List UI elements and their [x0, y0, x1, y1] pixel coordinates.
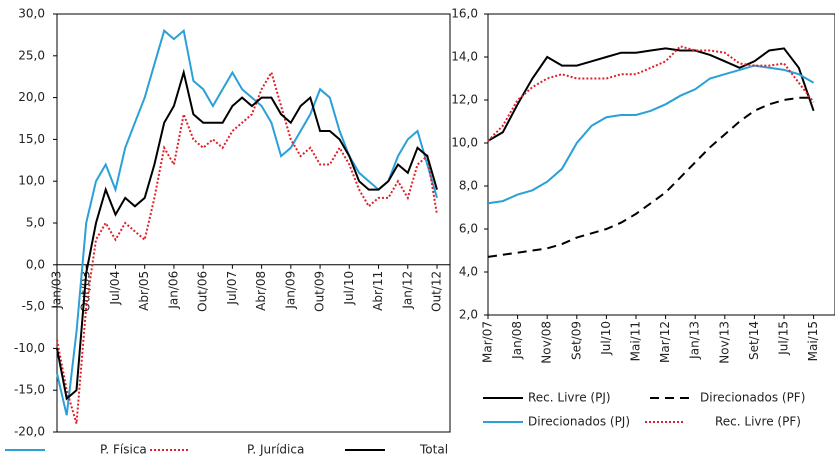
y-tick-label: 0,0 — [26, 257, 45, 271]
x-tick-label: Out/06 — [196, 271, 210, 312]
y-tick-label: -10,0 — [14, 341, 45, 355]
x-tick-label: Mai/11 — [629, 321, 643, 361]
plot-frame — [487, 13, 835, 316]
legend-label: P. Física — [100, 443, 147, 457]
x-tick-label: Set/09 — [569, 321, 583, 360]
y-tick-label: 25,0 — [18, 48, 45, 62]
series-line — [487, 47, 815, 142]
x-tick-label: Jul/07 — [225, 271, 239, 306]
y-tick-label: 5,0 — [26, 216, 45, 230]
y-tick-label: 30,0 — [18, 7, 45, 21]
x-tick-label: Jul/15 — [777, 321, 791, 356]
y-tick-label: 8,0 — [459, 179, 478, 193]
legend-label: Total — [419, 443, 448, 457]
y-tick-label: 12,0 — [451, 93, 478, 107]
series-line — [487, 45, 815, 142]
y-tick-label: 4,0 — [459, 265, 478, 279]
x-tick-label: Jan/03 — [50, 271, 64, 310]
x-tick-label: Mai/15 — [806, 321, 820, 361]
y-tick-label: -20,0 — [14, 425, 45, 439]
series-line — [56, 68, 438, 401]
x-tick-label: Nov/08 — [540, 321, 554, 364]
legend-label: Rec. Livre (PJ) — [528, 391, 611, 405]
y-tick-label: 15,0 — [18, 132, 45, 146]
y-tick-label: 10,0 — [18, 174, 45, 188]
legend-label: Rec. Livre (PF) — [715, 415, 801, 429]
series-line — [56, 28, 438, 416]
x-tick-label: Jan/13 — [688, 321, 702, 360]
x-tick-label: Nov/13 — [717, 321, 731, 364]
legend-label: P. Jurídica — [247, 443, 304, 457]
x-tick-label: Jan/08 — [510, 321, 524, 360]
x-tick-label: Mar/12 — [658, 321, 672, 363]
y-tick-label: 10,0 — [451, 136, 478, 150]
legend-label: Direcionados (PJ) — [528, 415, 630, 429]
series-line — [487, 96, 814, 258]
x-tick-label: Jan/06 — [166, 271, 180, 310]
x-tick-label: Jan/09 — [283, 271, 297, 310]
x-tick-label: Jan/12 — [400, 271, 414, 310]
y-tick-label: 20,0 — [18, 90, 45, 104]
y-tick-label: 2,0 — [459, 308, 478, 322]
x-tick-label: Out/12 — [430, 271, 444, 312]
x-tick-label: Abr/05 — [137, 271, 151, 311]
x-tick-label: Abr/08 — [254, 271, 268, 311]
x-tick-label: Mar/07 — [481, 321, 495, 363]
y-tick-label: -15,0 — [14, 383, 45, 397]
x-tick-label: Set/14 — [747, 321, 761, 360]
y-tick-label: -5,0 — [22, 299, 45, 313]
x-tick-label: Abr/11 — [371, 271, 385, 311]
series-line — [56, 69, 438, 424]
plot-frame — [56, 13, 451, 433]
x-tick-label: Jul/10 — [342, 271, 356, 306]
legend-label: Direcionados (PF) — [700, 391, 805, 405]
y-tick-label: 14,0 — [451, 50, 478, 64]
x-tick-label: Jul/10 — [599, 321, 613, 356]
y-tick-label: 16,0 — [451, 7, 478, 21]
y-tick-label: 6,0 — [459, 222, 478, 236]
series-line — [487, 64, 815, 205]
x-tick-label: Out/09 — [313, 271, 327, 312]
x-tick-label: Jul/04 — [108, 271, 122, 306]
